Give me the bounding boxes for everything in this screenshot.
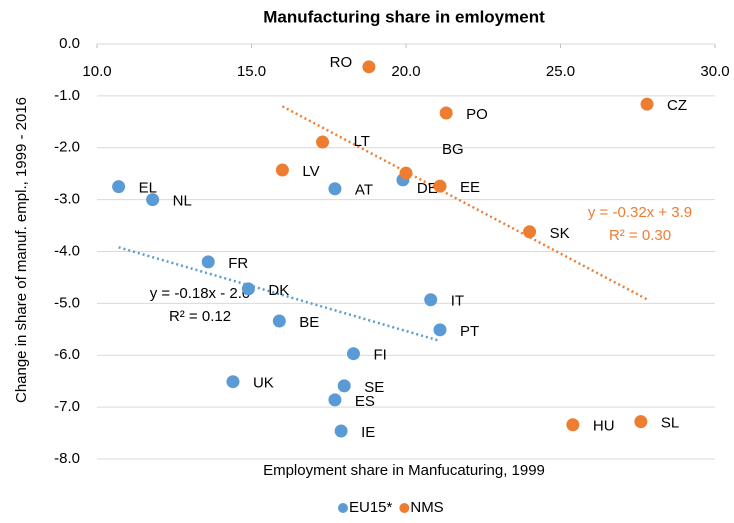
point-label: AT — [355, 182, 373, 199]
x-axis-title: Employment share in Manfucaturing, 1999 — [263, 462, 545, 479]
point-label: NL — [173, 193, 192, 210]
point — [424, 293, 438, 307]
point — [346, 347, 360, 361]
point-label: LT — [354, 133, 370, 150]
point-label: SK — [550, 225, 570, 242]
x-tick-label: 10.0 — [82, 63, 111, 80]
point — [337, 379, 351, 393]
x-tick-label: 15.0 — [237, 63, 266, 80]
trend-r2: R² = 0.30 — [609, 227, 671, 244]
point — [362, 60, 376, 74]
point-label: DE — [417, 180, 438, 197]
point — [112, 180, 126, 194]
point-label: UK — [253, 375, 274, 392]
y-tick-label: -7.0 — [54, 398, 80, 415]
point-label: SE — [364, 379, 384, 396]
trendline — [281, 105, 648, 301]
point-label: FR — [228, 255, 248, 272]
point — [334, 424, 348, 438]
point — [275, 163, 289, 177]
point — [226, 375, 240, 389]
trend-equation: y = -0.32x + 3.9 — [588, 204, 692, 221]
point — [399, 166, 413, 180]
point-label: PT — [460, 323, 479, 340]
x-tick-label: 25.0 — [546, 63, 575, 80]
point — [433, 323, 447, 337]
point-label: SL — [661, 415, 679, 432]
legend-label: NMS — [410, 499, 443, 516]
point — [146, 193, 160, 207]
point — [634, 415, 648, 429]
point — [433, 179, 447, 193]
point — [523, 225, 537, 239]
point-label: HU — [593, 418, 615, 435]
point — [241, 282, 255, 296]
point — [439, 106, 453, 120]
point-label: RO — [330, 54, 353, 71]
y-tick-label: -2.0 — [54, 139, 80, 156]
y-tick-label: -4.0 — [54, 242, 80, 259]
point — [316, 135, 330, 149]
chart-title: Manufacturing share in emloyment — [263, 7, 545, 26]
y-axis-title: Change in share of manuf. empl., 1999 - … — [13, 97, 30, 403]
point-label: ES — [355, 393, 375, 410]
point — [566, 418, 580, 432]
point — [272, 314, 286, 328]
y-tick-label: 0.0 — [59, 35, 80, 52]
y-tick-label: -5.0 — [54, 294, 80, 311]
legend-marker — [338, 503, 348, 513]
y-tick-label: -1.0 — [54, 87, 80, 104]
y-tick-label: -3.0 — [54, 191, 80, 208]
point-label: BE — [299, 314, 319, 331]
trend-equation: y = -0.18x - 2.0 — [150, 285, 250, 302]
point — [328, 182, 342, 196]
trendline — [118, 246, 441, 343]
point — [640, 97, 654, 111]
point-label: EE — [460, 179, 480, 196]
legend-marker — [399, 503, 410, 513]
y-tick-label: -8.0 — [54, 450, 80, 467]
point-label: PO — [466, 106, 488, 123]
point-label: IE — [361, 424, 375, 441]
legend-label: EU15* — [349, 499, 393, 516]
point — [328, 393, 342, 407]
point-label: IT — [451, 293, 464, 310]
y-tick-label: -6.0 — [54, 346, 80, 363]
point — [201, 255, 215, 269]
point-label: DK — [268, 282, 289, 299]
point-label: BG — [442, 141, 464, 158]
trend-r2: R² = 0.12 — [169, 308, 231, 325]
point-label: EL — [139, 180, 157, 197]
x-tick-label: 20.0 — [391, 63, 420, 80]
x-tick-label: 30.0 — [700, 63, 729, 80]
point-label: LV — [302, 163, 319, 180]
point-label: FI — [373, 347, 386, 364]
point-label: CZ — [667, 97, 687, 114]
